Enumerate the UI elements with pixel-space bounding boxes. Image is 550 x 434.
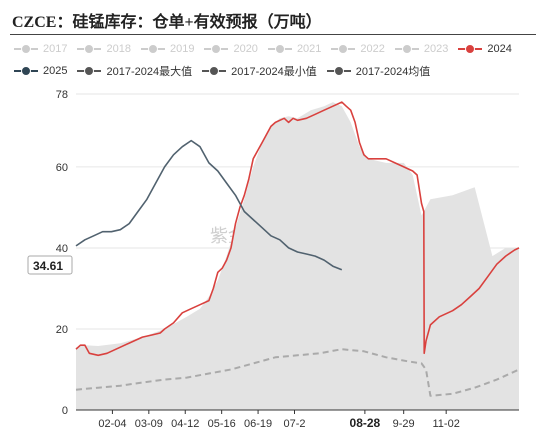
series-line-1 (75, 348, 520, 397)
legend-item-2023[interactable]: 2023 (394, 43, 449, 55)
legend-label: 2020 (233, 43, 258, 55)
title-divider (10, 34, 536, 35)
legend-marker-icon (14, 43, 38, 55)
chart-title: CZCE：硅锰库存：仓单+有效预报（万吨） (12, 14, 322, 31)
series-area-max (76, 102, 519, 410)
x-tick-label: 9-29 (393, 418, 415, 430)
x-tick-label: 11-02 (433, 418, 460, 430)
legend-marker-icon (267, 43, 292, 55)
legend-marker-icon (394, 43, 419, 55)
legend-item-2022[interactable]: 2022 (331, 43, 385, 55)
series-layer (75, 101, 520, 410)
y-tick-label: 0 (62, 405, 68, 417)
legend-marker-icon (140, 43, 165, 55)
legend-item-2017[interactable]: 2017 (14, 43, 67, 55)
x-tick-label: 03-09 (135, 418, 163, 430)
legend-item-2019[interactable]: 2019 (140, 43, 195, 55)
legend-marker-icon (326, 65, 351, 77)
legend-item-2017-2024最小值[interactable]: 2017-2024最小值 (202, 63, 317, 79)
legend-item-2021[interactable]: 2021 (267, 43, 322, 55)
series-line-2 (75, 101, 520, 357)
legend-label: 2025 (43, 65, 68, 77)
y-tick-label: 78 (56, 89, 68, 101)
legend-label: 2017-2024最小值 (231, 66, 317, 78)
x-tick-label: 02-04 (98, 418, 126, 430)
legend-row: 2017 2018 2019 2020 2021 2022 2023 2024 (14, 38, 534, 60)
legend-item-2024[interactable]: 2024 (458, 43, 512, 55)
legend-label: 2019 (169, 43, 195, 55)
x-tick-label: 05-16 (208, 418, 236, 430)
current-value-tag: 34.61 (27, 255, 73, 275)
legend-marker-icon (458, 43, 483, 55)
y-tick-label: 20 (56, 324, 68, 336)
legend-item-2017-2024最大值[interactable]: 2017-2024最大值 (77, 63, 192, 79)
legend-marker-icon (331, 43, 356, 55)
legend-label: 2024 (487, 43, 512, 55)
legend-item-2020[interactable]: 2020 (204, 43, 258, 55)
legend-label: 2017-2024均值 (355, 66, 431, 78)
legend-label: 2017-2024最大值 (106, 66, 193, 78)
legend-row: 2025 2017-2024最大值 2017-2024最小值 2017-2024均值 (14, 60, 534, 82)
x-tick-label: 06-19 (244, 418, 272, 430)
current-value-text: 34.61 (33, 259, 63, 273)
legend-label: 2022 (360, 43, 385, 55)
legend-label: 2023 (423, 43, 449, 55)
legend-label: 2021 (296, 43, 322, 55)
legend-marker-icon (202, 65, 227, 77)
y-tick-label: 60 (56, 162, 68, 174)
x-tick-label: 07-2 (283, 418, 305, 430)
x-tick-label: 08-28 (350, 416, 381, 430)
chart-legend: 2017 2018 2019 2020 2021 2022 2023 2024 2025 201… (14, 38, 534, 82)
series-line-3 (75, 139, 343, 271)
legend-marker-icon (77, 43, 102, 55)
legend-marker-icon (204, 43, 229, 55)
x-tick-label: 04-12 (171, 418, 199, 430)
legend-label: 2017 (43, 43, 68, 55)
axis-layer: 0 20 40 60 78 02-04 03-09 04-12 05-16 06-19 07-2 08… (56, 89, 519, 430)
legend-item-2025[interactable]: 2025 (14, 65, 67, 77)
legend-marker-icon (14, 65, 38, 77)
legend-item-2017-2024均值[interactable]: 2017-2024均值 (326, 63, 431, 79)
legend-label: 2018 (106, 43, 131, 55)
legend-marker-icon (77, 65, 102, 77)
y-tick-label: 40 (56, 243, 68, 255)
legend-item-2018[interactable]: 2018 (77, 43, 131, 55)
